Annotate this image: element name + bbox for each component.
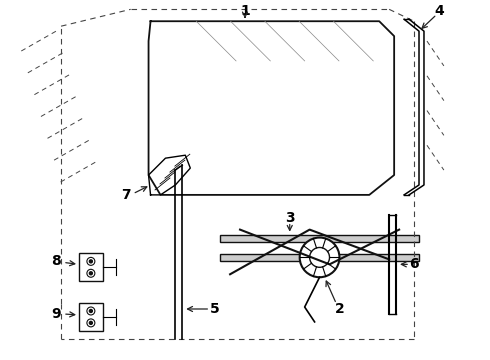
Circle shape <box>87 307 95 315</box>
Text: 8: 8 <box>51 255 61 268</box>
Text: 4: 4 <box>434 4 444 18</box>
Circle shape <box>300 238 340 277</box>
Text: 7: 7 <box>121 188 130 202</box>
Text: 5: 5 <box>210 302 220 316</box>
Circle shape <box>89 260 93 263</box>
Text: 1: 1 <box>240 4 250 18</box>
Bar <box>79 253 103 281</box>
Text: 6: 6 <box>409 257 419 271</box>
Circle shape <box>89 321 93 324</box>
Circle shape <box>310 247 329 267</box>
Text: 3: 3 <box>285 211 294 225</box>
Circle shape <box>87 257 95 265</box>
Bar <box>220 255 419 261</box>
Circle shape <box>89 272 93 275</box>
Circle shape <box>89 310 93 312</box>
Text: 9: 9 <box>51 307 61 321</box>
Bar <box>79 303 103 331</box>
Text: 2: 2 <box>335 302 344 316</box>
Bar <box>220 235 419 242</box>
Circle shape <box>87 319 95 327</box>
Circle shape <box>87 269 95 277</box>
